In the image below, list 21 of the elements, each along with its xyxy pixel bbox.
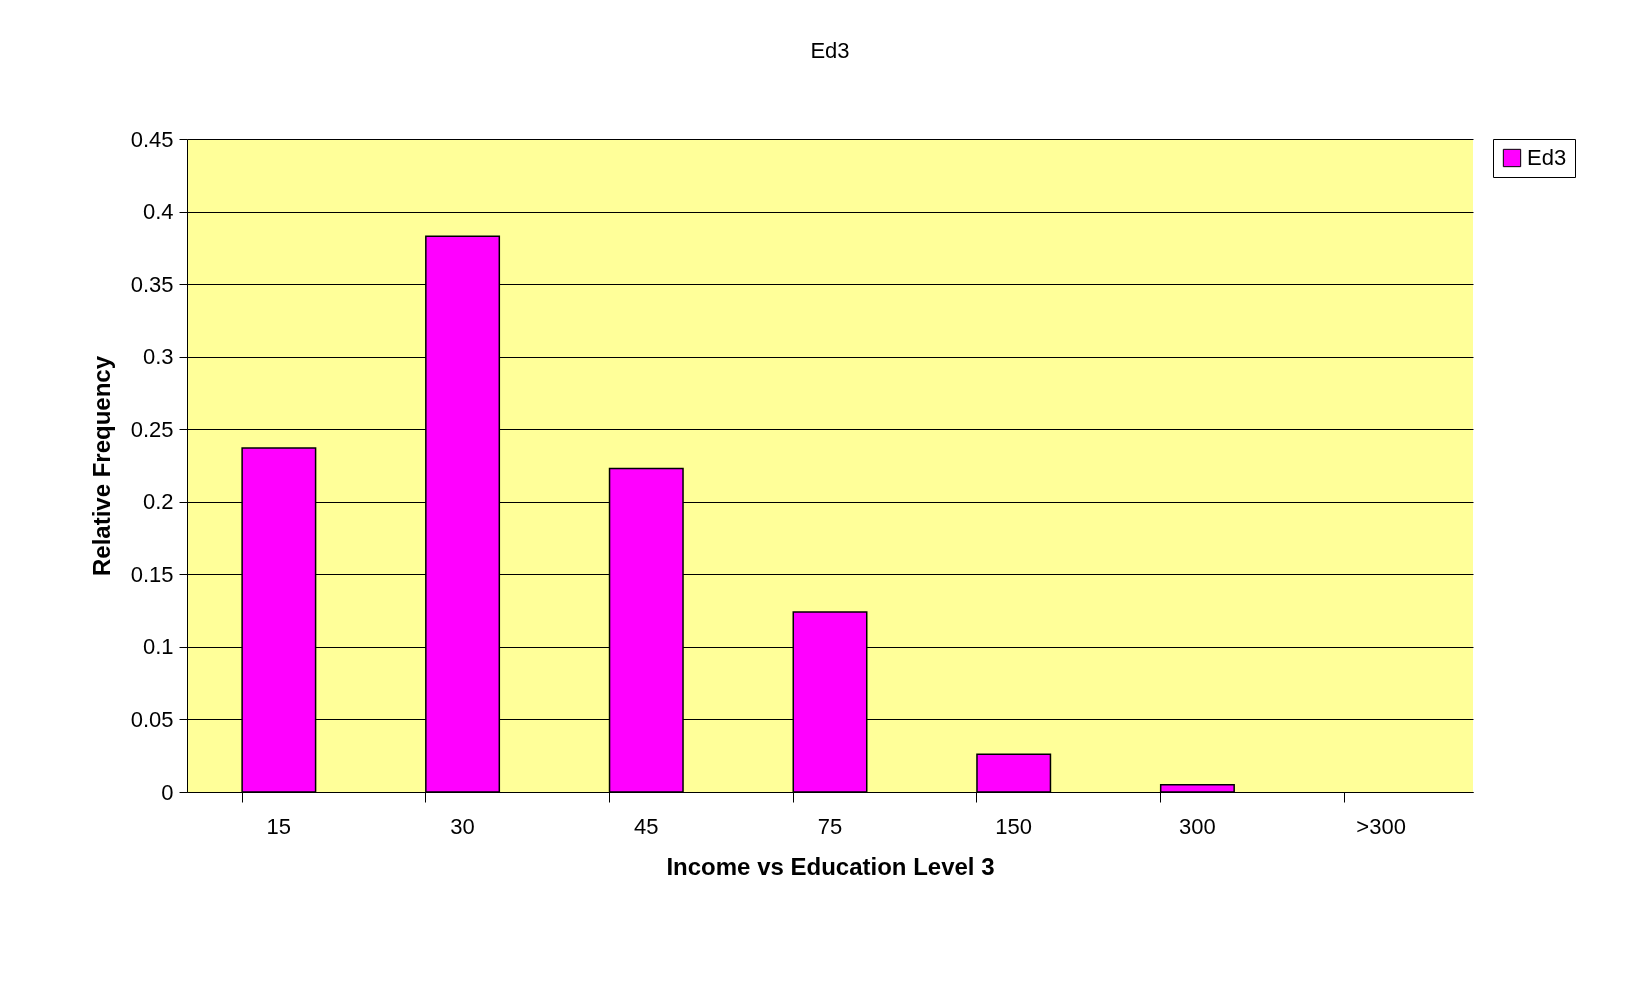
y-tick-label: 0 bbox=[161, 779, 174, 805]
x-tick-label: 150 bbox=[995, 813, 1033, 839]
y-tick-label: 0.45 bbox=[130, 126, 174, 152]
chart-title: Ed3 bbox=[810, 38, 850, 63]
x-tick-label: 15 bbox=[266, 813, 292, 839]
x-tick-label: 300 bbox=[1179, 813, 1216, 839]
y-tick-label: 0.35 bbox=[130, 271, 174, 297]
x-axis-title: Income vs Education Level 3 bbox=[666, 852, 995, 880]
x-tick-label: 75 bbox=[817, 813, 843, 839]
x-tick-label: 30 bbox=[450, 813, 475, 839]
y-tick-label: 0.1 bbox=[142, 634, 174, 660]
y-axis-title: Relative Frequency bbox=[87, 355, 115, 577]
y-tick-label: 0.15 bbox=[130, 561, 174, 587]
x-tick-label: 45 bbox=[634, 813, 659, 839]
x-tick-label: >300 bbox=[1356, 813, 1406, 839]
y-tick-label: 0.3 bbox=[142, 344, 174, 370]
y-tick-label: 0.25 bbox=[130, 416, 174, 442]
legend-label: Ed3 bbox=[1527, 145, 1567, 170]
y-tick-label: 0.05 bbox=[130, 706, 174, 732]
y-tick-label: 0.2 bbox=[142, 489, 174, 515]
y-tick-label: 0.4 bbox=[142, 199, 174, 225]
